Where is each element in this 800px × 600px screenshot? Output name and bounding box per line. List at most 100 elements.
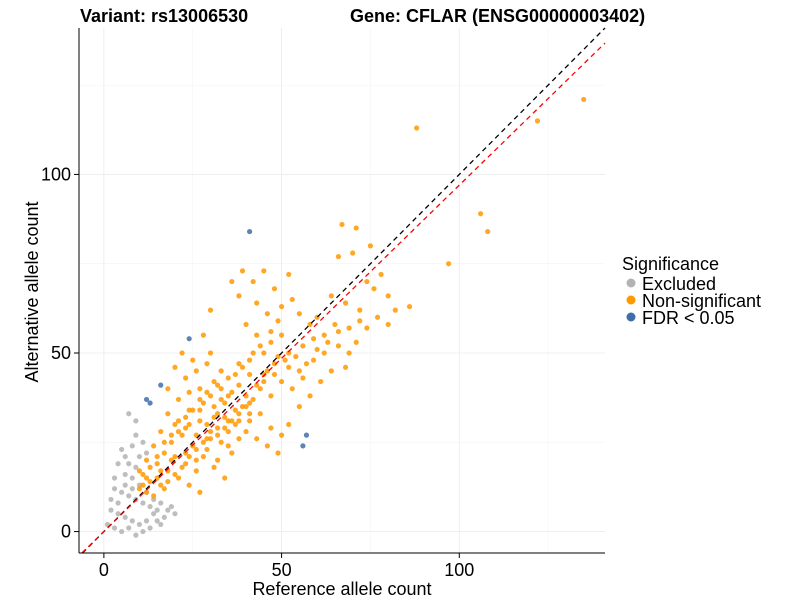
point-non-significant	[161, 450, 167, 456]
point-non-significant	[378, 271, 384, 278]
point-non-significant	[296, 311, 302, 317]
point-non-significant	[367, 243, 374, 249]
point-excluded	[158, 500, 164, 506]
point-non-significant	[158, 468, 164, 474]
point-non-significant	[254, 436, 260, 442]
point-non-significant	[197, 418, 203, 424]
point-excluded	[143, 518, 150, 524]
point-non-significant	[303, 361, 310, 367]
legend: Significance Excluded Non-significant FD…	[622, 254, 761, 328]
point-non-significant	[211, 414, 217, 420]
point-non-significant	[268, 425, 274, 431]
point-non-significant	[289, 386, 295, 392]
point-non-significant	[190, 357, 196, 363]
point-non-significant	[357, 318, 363, 324]
point-non-significant	[207, 393, 214, 399]
point-fdr-0-05	[300, 443, 306, 449]
point-excluded	[126, 525, 132, 531]
point-excluded	[140, 500, 146, 506]
point-non-significant	[339, 221, 345, 228]
point-excluded	[126, 493, 132, 499]
point-fdr-0-05	[186, 336, 192, 342]
point-excluded	[151, 496, 157, 503]
point-fdr-0-05	[143, 396, 150, 403]
point-excluded	[119, 489, 125, 495]
point-non-significant	[172, 364, 178, 370]
point-non-significant	[246, 418, 253, 424]
reference-lines	[81, 27, 606, 554]
point-non-significant	[215, 432, 221, 438]
axis-ticks: 0 50 100 0 50 100	[41, 164, 474, 580]
point-non-significant	[321, 350, 327, 356]
point-non-significant	[193, 457, 199, 463]
point-non-significant	[236, 382, 242, 388]
point-non-significant	[193, 446, 199, 453]
point-non-significant	[478, 211, 484, 217]
point-non-significant	[183, 450, 189, 456]
point-non-significant	[289, 296, 295, 303]
point-non-significant	[254, 332, 260, 338]
point-excluded	[126, 411, 132, 417]
point-non-significant	[215, 382, 221, 388]
point-non-significant	[222, 475, 228, 481]
point-non-significant	[183, 425, 189, 431]
point-excluded	[111, 475, 118, 481]
point-non-significant	[147, 478, 153, 485]
point-non-significant	[140, 471, 146, 478]
point-excluded	[108, 507, 114, 513]
point-non-significant	[168, 432, 175, 438]
point-non-significant	[218, 439, 224, 445]
point-non-significant	[414, 125, 420, 131]
point-non-significant	[151, 443, 157, 449]
point-non-significant	[392, 307, 398, 313]
point-non-significant	[222, 400, 228, 406]
point-non-significant	[310, 357, 317, 363]
point-non-significant	[385, 293, 391, 299]
point-excluded	[133, 432, 139, 438]
point-non-significant	[211, 403, 217, 410]
point-non-significant	[186, 389, 192, 395]
point-non-significant	[374, 314, 381, 320]
point-non-significant	[179, 350, 185, 356]
point-non-significant	[229, 418, 235, 424]
x-tick-label: 50	[272, 560, 292, 580]
point-excluded	[129, 518, 135, 524]
point-non-significant	[261, 350, 267, 356]
point-non-significant	[254, 300, 260, 306]
point-non-significant	[204, 421, 210, 428]
point-non-significant	[271, 371, 278, 378]
point-excluded	[172, 511, 178, 517]
point-non-significant	[246, 400, 253, 406]
point-excluded	[136, 482, 143, 488]
point-non-significant	[172, 453, 178, 460]
point-non-significant	[154, 461, 160, 467]
point-non-significant	[211, 378, 217, 385]
point-non-significant	[406, 303, 413, 310]
point-non-significant	[229, 450, 235, 456]
point-non-significant	[222, 414, 228, 420]
point-non-significant	[183, 461, 189, 467]
point-non-significant	[264, 368, 270, 374]
point-non-significant	[158, 482, 164, 488]
point-non-significant	[207, 436, 214, 442]
point-excluded	[111, 486, 118, 492]
point-excluded	[122, 482, 128, 488]
point-non-significant	[346, 325, 352, 331]
point-non-significant	[204, 436, 210, 442]
point-non-significant	[165, 478, 171, 485]
point-non-significant	[243, 403, 249, 410]
point-non-significant	[271, 361, 278, 367]
point-non-significant	[236, 411, 242, 417]
point-non-significant	[318, 378, 324, 385]
point-non-significant	[335, 253, 342, 260]
legend-swatch-non-significant	[626, 295, 636, 305]
point-non-significant	[186, 482, 192, 488]
point-non-significant	[328, 293, 334, 299]
point-non-significant	[357, 307, 363, 313]
point-non-significant	[296, 403, 302, 410]
point-non-significant	[232, 421, 238, 428]
point-non-significant	[246, 357, 253, 363]
point-non-significant	[215, 457, 221, 463]
point-non-significant	[215, 425, 221, 431]
data-points	[104, 96, 587, 538]
